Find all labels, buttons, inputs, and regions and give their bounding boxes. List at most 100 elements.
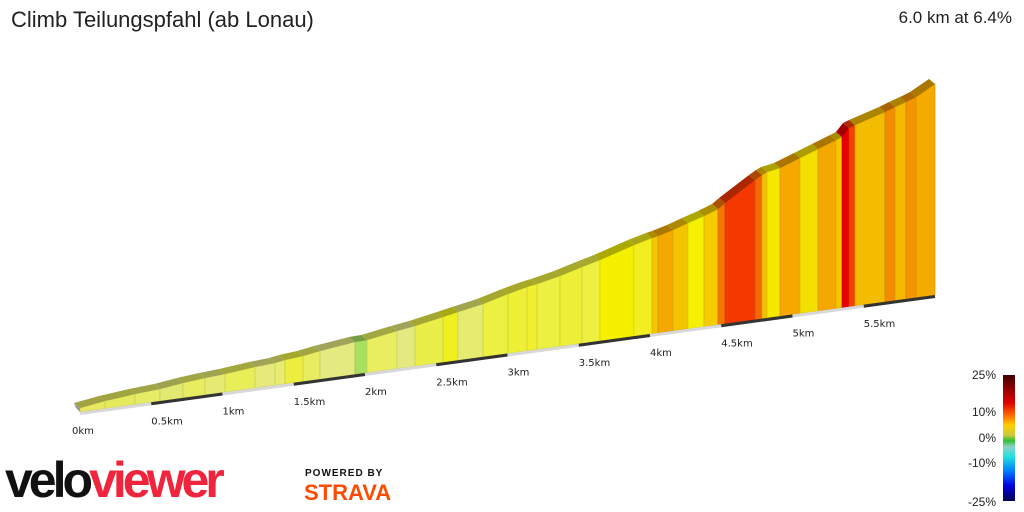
distance-axis bbox=[79, 295, 936, 415]
gradient-segment bbox=[651, 235, 659, 335]
segment-top-rim bbox=[667, 218, 688, 230]
segment-top-rim bbox=[391, 321, 415, 331]
segment-top-rim bbox=[652, 225, 673, 236]
legend-label-0: 0% bbox=[978, 431, 996, 445]
segment-top-rim bbox=[297, 346, 320, 356]
distance-band bbox=[863, 295, 936, 308]
gradient-segment bbox=[766, 167, 781, 319]
segment-top-rim bbox=[594, 240, 634, 260]
segment-top-rim bbox=[712, 198, 725, 209]
veloviewer-logo[interactable]: veloviewer bbox=[5, 452, 225, 508]
segment-top-rim bbox=[154, 378, 183, 389]
segment-top-rim bbox=[74, 396, 105, 408]
segment-top-rim bbox=[576, 255, 600, 267]
powered-by-label: POWERED BY bbox=[305, 468, 384, 479]
gradient-segment bbox=[915, 83, 936, 298]
segment-top-rim bbox=[452, 299, 483, 312]
gradient-color-scale bbox=[1003, 375, 1015, 501]
distance-tick-label: 3km bbox=[508, 368, 530, 379]
gradient-segment bbox=[354, 339, 368, 375]
distance-band bbox=[151, 392, 223, 406]
distance-band bbox=[436, 353, 508, 367]
legend-label-neg25: -25% bbox=[967, 495, 996, 509]
segment-top-rim bbox=[698, 204, 718, 216]
distance-tick-label: 4.5km bbox=[721, 338, 752, 349]
distance-band bbox=[507, 343, 579, 357]
distance-band bbox=[364, 363, 437, 376]
segment-top-rim bbox=[269, 355, 285, 363]
gradient-segment bbox=[717, 202, 726, 326]
segment-top-rim bbox=[361, 326, 397, 340]
segment-top-rim bbox=[749, 170, 762, 180]
gradient-segment bbox=[848, 124, 856, 308]
distance-tick-label: 1.5km bbox=[294, 397, 325, 408]
segment-top-rim bbox=[437, 307, 458, 317]
gradient-segment bbox=[274, 359, 286, 386]
segment-top-rim bbox=[279, 351, 303, 360]
gradient-segment bbox=[633, 237, 653, 337]
segment-top-rim bbox=[646, 231, 658, 238]
legend-label-neg10: -10% bbox=[967, 456, 996, 470]
distance-tick-label: 5.5km bbox=[864, 319, 895, 330]
segment-top-rim bbox=[900, 92, 916, 102]
gradient-segment bbox=[779, 157, 801, 317]
gradient-segment bbox=[507, 286, 528, 354]
segment-top-rim bbox=[910, 79, 935, 97]
gradient-segment bbox=[799, 148, 819, 314]
segment-top-rim bbox=[477, 289, 508, 304]
gradient-segment bbox=[302, 350, 321, 382]
segment-top-rim bbox=[756, 167, 767, 175]
distance-tick-label: 2.5km bbox=[436, 377, 467, 388]
gradient-segment bbox=[599, 244, 635, 342]
gradient-segment bbox=[754, 174, 763, 320]
segment-top-rim bbox=[843, 120, 855, 128]
gradient-segment bbox=[254, 362, 276, 389]
gradient-segment bbox=[396, 325, 416, 369]
strava-logo[interactable]: STRAVA bbox=[304, 480, 392, 505]
gradient-segment bbox=[482, 293, 509, 358]
segment-top-rim bbox=[219, 362, 255, 374]
segment-top-rim bbox=[830, 132, 842, 140]
climb-summary: 6.0 km at 6.4% bbox=[898, 8, 1012, 27]
segment-top-rim bbox=[719, 175, 755, 203]
distance-band bbox=[649, 324, 722, 337]
distance-tick-label: 3.5km bbox=[579, 358, 610, 369]
gradient-segment bbox=[442, 311, 459, 363]
gradient-segment bbox=[835, 136, 843, 309]
legend-label-10: 10% bbox=[971, 405, 996, 419]
gradient-segment bbox=[526, 283, 538, 352]
segment-top-rim bbox=[812, 135, 836, 149]
gradient-segment bbox=[894, 101, 907, 301]
distance-tick-labels: 0km 0.5km 1km 1.5km 2km 2.5km 3km 3.5km 4km 4.5km… bbox=[72, 319, 895, 437]
gradient-segment bbox=[581, 259, 601, 344]
distance-band bbox=[578, 334, 651, 347]
gradient-segment bbox=[536, 275, 561, 350]
segment-top-rim bbox=[521, 279, 537, 287]
segment-top-rim bbox=[682, 211, 704, 223]
distance-band bbox=[721, 314, 793, 328]
segment-top-rim bbox=[129, 384, 160, 394]
gradient-segment bbox=[687, 215, 705, 330]
gradient-segment bbox=[672, 222, 689, 332]
gradient-segment bbox=[559, 266, 583, 347]
distance-tick-label: 5km bbox=[793, 329, 815, 340]
distance-band bbox=[222, 382, 294, 396]
gradient-segment bbox=[905, 96, 917, 300]
gradient-segment bbox=[817, 139, 837, 312]
segment-top-rim bbox=[199, 369, 225, 378]
segment-top-rim bbox=[249, 358, 275, 367]
segment-top-rim bbox=[849, 107, 885, 125]
gradient-segment bbox=[703, 208, 719, 327]
gradient-segment bbox=[724, 179, 756, 325]
gradient-segments bbox=[74, 79, 936, 413]
distance-tick-label: 0.5km bbox=[151, 416, 182, 427]
segment-top-rim bbox=[889, 97, 906, 107]
segment-top-rim bbox=[554, 262, 582, 276]
distance-tick-label: 4km bbox=[650, 348, 672, 359]
segment-top-rim bbox=[531, 271, 560, 284]
distance-tick-label: 0km bbox=[72, 426, 94, 437]
gradient-segment bbox=[761, 171, 768, 320]
segment-top-rim bbox=[177, 373, 205, 383]
segment-top-rim bbox=[761, 163, 780, 172]
